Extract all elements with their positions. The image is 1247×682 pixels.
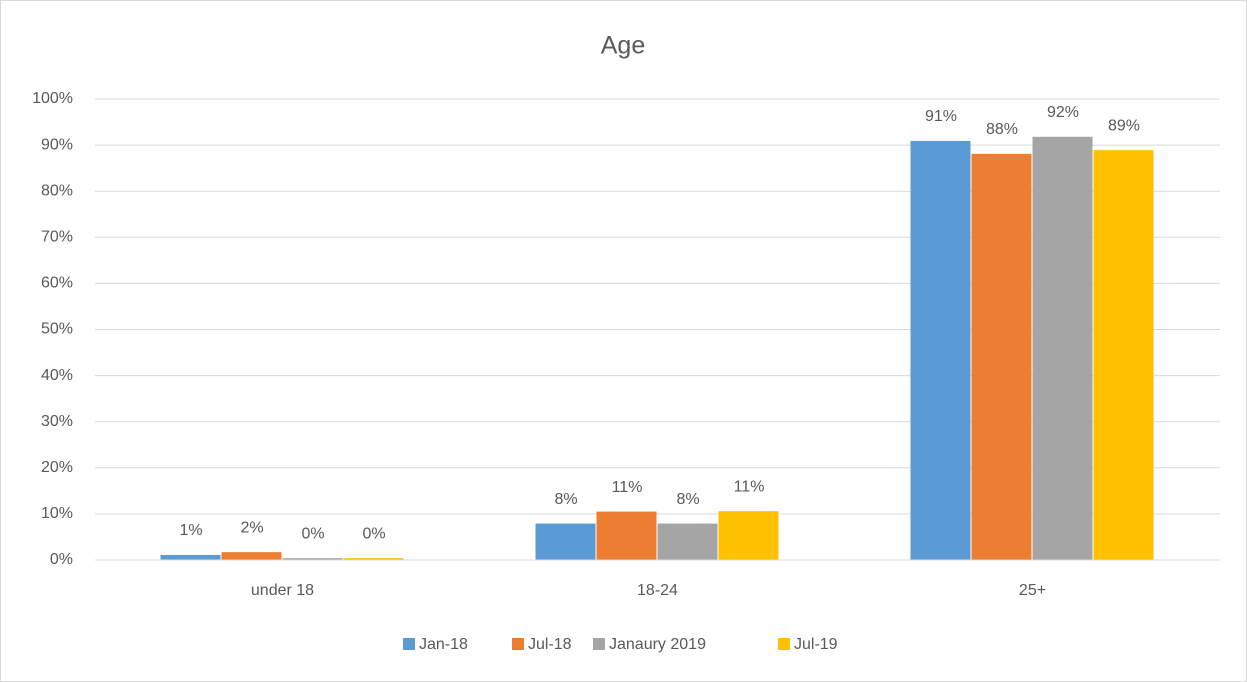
y-tick-label: 90% bbox=[41, 136, 73, 153]
value-label: 0% bbox=[301, 525, 324, 542]
bar bbox=[596, 511, 657, 560]
y-tick-label: 80% bbox=[41, 182, 73, 199]
value-label: 92% bbox=[1047, 104, 1079, 121]
value-label: 11% bbox=[612, 479, 643, 496]
legend-swatch bbox=[593, 638, 605, 650]
y-tick-label: 40% bbox=[41, 367, 73, 384]
value-label: 2% bbox=[240, 519, 263, 536]
y-tick-label: 10% bbox=[41, 505, 73, 522]
legend-swatch bbox=[778, 638, 790, 650]
legend-label: Jan-18 bbox=[419, 636, 468, 653]
value-label: 89% bbox=[1108, 117, 1140, 134]
value-label: 8% bbox=[676, 491, 699, 508]
legend-swatch bbox=[403, 638, 415, 650]
bar bbox=[221, 552, 282, 560]
y-tick-label: 50% bbox=[41, 321, 73, 338]
bar bbox=[535, 523, 596, 560]
y-tick-label: 0% bbox=[50, 551, 73, 568]
y-tick-label: 30% bbox=[41, 413, 73, 430]
value-label: 8% bbox=[554, 491, 577, 508]
bar bbox=[160, 554, 221, 560]
legend-label: Jul-18 bbox=[528, 636, 572, 653]
legend-swatch bbox=[512, 638, 524, 650]
bar bbox=[657, 523, 718, 560]
y-tick-label: 70% bbox=[41, 229, 73, 246]
bar bbox=[718, 511, 779, 560]
bar bbox=[971, 153, 1032, 560]
value-label: 11% bbox=[734, 478, 765, 495]
x-tick-label: under 18 bbox=[251, 582, 314, 599]
value-label: 0% bbox=[362, 525, 385, 542]
y-tick-label: 20% bbox=[41, 459, 73, 476]
bar bbox=[1093, 150, 1154, 560]
y-tick-label: 100% bbox=[32, 90, 73, 107]
legend-label: Janaury 2019 bbox=[609, 636, 706, 653]
chart-title: Age bbox=[601, 32, 645, 60]
x-tick-label: 18-24 bbox=[637, 582, 678, 599]
value-label: 91% bbox=[925, 108, 957, 125]
y-tick-label: 60% bbox=[41, 275, 73, 292]
value-label: 88% bbox=[986, 121, 1018, 138]
legend-label: Jul-19 bbox=[794, 636, 838, 653]
bar bbox=[910, 140, 971, 561]
x-tick-label: 25+ bbox=[1019, 582, 1046, 599]
bar bbox=[343, 558, 404, 560]
value-label: 1% bbox=[179, 522, 202, 539]
bar bbox=[282, 558, 343, 560]
bar bbox=[1032, 136, 1093, 560]
